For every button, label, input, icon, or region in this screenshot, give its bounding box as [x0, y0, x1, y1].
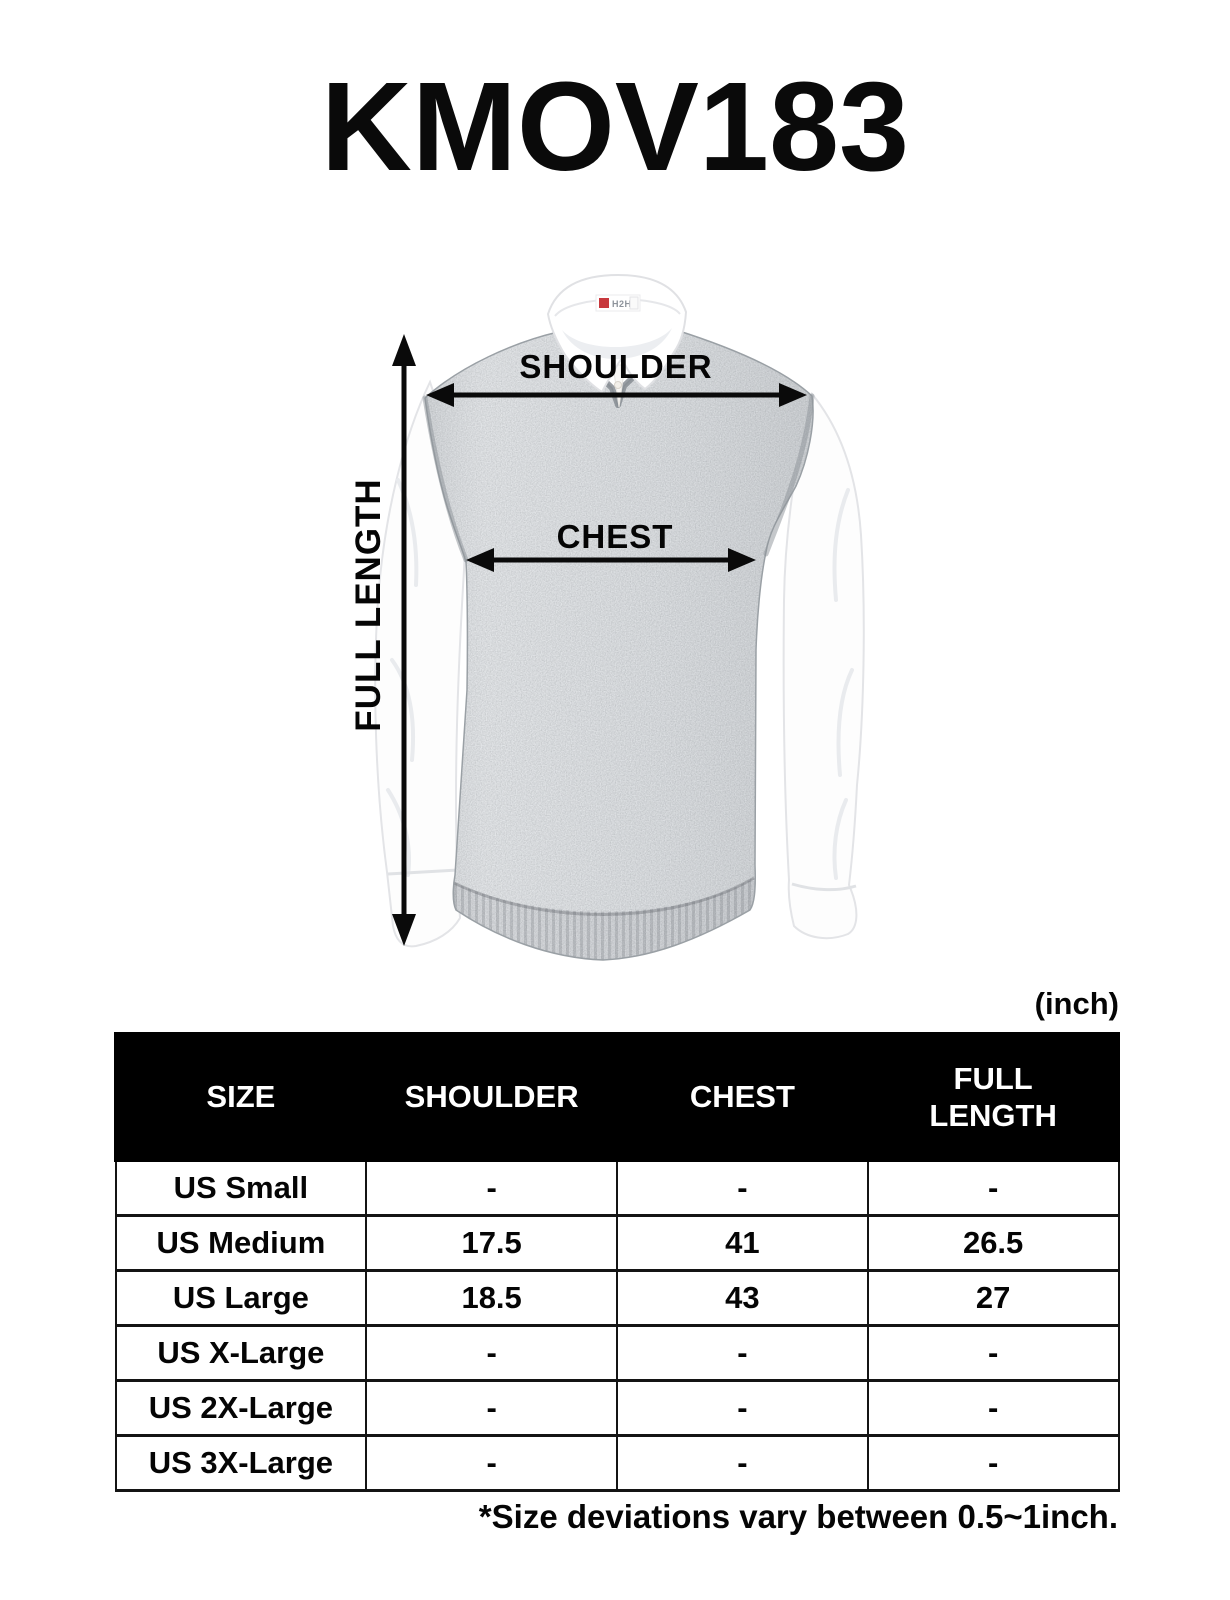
cuff-seams: [387, 868, 857, 892]
vest-armhole-edges: [422, 393, 815, 563]
column-header-size: SIZE: [114, 1032, 368, 1162]
table-row-us-2x-large: US 2X-Large - - -: [114, 1379, 1120, 1437]
cell-shoulder: 18.5: [365, 1269, 618, 1327]
table-row-us-large: US Large 18.5 43 27: [114, 1269, 1120, 1327]
table-row-us-medium: US Medium 17.5 41 26.5: [114, 1214, 1120, 1272]
full-length-arrow: [392, 334, 416, 946]
garment-measurement-diagram: H2H: [300, 270, 920, 970]
cell-chest: 43: [616, 1269, 869, 1327]
shirt-button: [614, 381, 622, 389]
column-header-chest: CHEST: [615, 1032, 870, 1162]
cell-size: US 3X-Large: [114, 1434, 368, 1492]
cell-full-length: 26.5: [866, 1214, 1120, 1272]
cell-shoulder: -: [365, 1324, 618, 1382]
column-header-shoulder: SHOULDER: [364, 1032, 619, 1162]
brand-tag-text: H2H: [612, 299, 632, 309]
chest-arrow: [466, 548, 756, 572]
chest-dimension-label: CHEST: [557, 518, 674, 555]
shirt-placket: [612, 364, 626, 408]
cell-chest: 41: [616, 1214, 869, 1272]
page-title: KMOV183: [320, 56, 910, 197]
vest-hem-seam: [451, 876, 755, 916]
table-row-us-3x-large: US 3X-Large - - -: [114, 1434, 1120, 1492]
cell-shoulder: 17.5: [365, 1214, 618, 1272]
cell-chest: -: [616, 1434, 869, 1492]
shoulder-arrow: [426, 383, 807, 407]
cell-chest: -: [616, 1324, 869, 1382]
cell-full-length: -: [866, 1159, 1120, 1217]
cell-shoulder: -: [365, 1159, 618, 1217]
shirt-sleeves: [374, 379, 865, 948]
size-tag: [629, 296, 639, 310]
cell-size: US 2X-Large: [114, 1379, 368, 1437]
collar-shape: [546, 273, 688, 394]
cell-size: US Medium: [114, 1214, 368, 1272]
size-deviation-footnote: *Size deviations vary between 0.5~1inch.: [478, 1498, 1118, 1535]
shirt-collar: H2H: [546, 273, 688, 394]
vest-shading: [425, 330, 814, 960]
cell-shoulder: -: [365, 1434, 618, 1492]
cell-full-length: -: [866, 1434, 1120, 1492]
cell-size: US Large: [114, 1269, 368, 1327]
unit-label: (inch): [1034, 986, 1119, 1021]
cell-full-length: -: [866, 1324, 1120, 1382]
column-header-full-length: FULL LENGTH: [866, 1032, 1120, 1162]
garment-diagram-svg: H2H: [349, 273, 865, 961]
cell-full-length: 27: [866, 1269, 1120, 1327]
table-row-us-small: US Small - - -: [114, 1159, 1120, 1217]
cell-shoulder: -: [365, 1379, 618, 1437]
size-table-header-row: SIZE SHOULDER CHEST FULL LENGTH: [114, 1032, 1120, 1162]
full-length-dimension-label: FULL LENGTH: [349, 478, 388, 731]
collar-brand-tag: H2H: [595, 294, 641, 312]
shoulder-dimension-label: SHOULDER: [519, 348, 712, 385]
cell-size: US Small: [114, 1159, 368, 1217]
cell-size: US X-Large: [114, 1324, 368, 1382]
table-row-us-x-large: US X-Large - - -: [114, 1324, 1120, 1382]
collar-inner-shadow: [562, 328, 672, 360]
cell-chest: -: [616, 1379, 869, 1437]
size-table: SIZE SHOULDER CHEST FULL LENGTH US Small…: [114, 1032, 1120, 1492]
cell-chest: -: [616, 1159, 869, 1217]
measurement-annotations: SHOULDER CHEST FULL LENGTH: [349, 334, 807, 946]
cell-full-length: -: [866, 1379, 1120, 1437]
brand-logo-square: [599, 298, 609, 308]
